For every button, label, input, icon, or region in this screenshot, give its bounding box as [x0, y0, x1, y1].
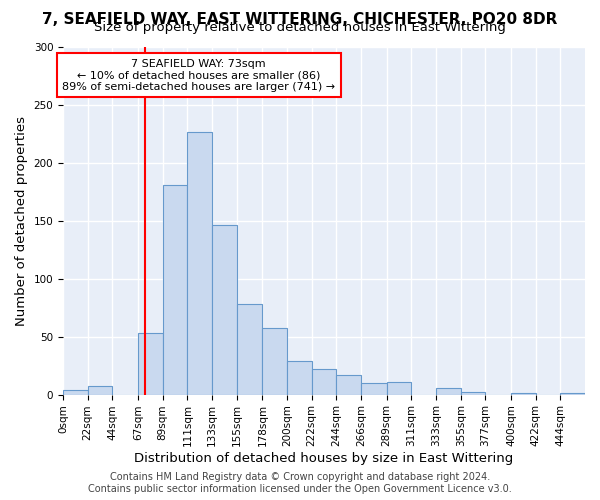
- Bar: [287, 361, 311, 394]
- Bar: [361, 383, 387, 394]
- Text: Size of property relative to detached houses in East Wittering: Size of property relative to detached ho…: [94, 22, 506, 35]
- Bar: [387, 382, 412, 394]
- Text: 7 SEAFIELD WAY: 73sqm
← 10% of detached houses are smaller (86)
89% of semi-deta: 7 SEAFIELD WAY: 73sqm ← 10% of detached …: [62, 58, 335, 92]
- Bar: [436, 388, 461, 394]
- Y-axis label: Number of detached properties: Number of detached properties: [15, 116, 28, 326]
- Bar: [163, 184, 187, 394]
- Text: 7, SEAFIELD WAY, EAST WITTERING, CHICHESTER, PO20 8DR: 7, SEAFIELD WAY, EAST WITTERING, CHICHES…: [43, 12, 557, 26]
- Text: Contains HM Land Registry data © Crown copyright and database right 2024.
Contai: Contains HM Land Registry data © Crown c…: [88, 472, 512, 494]
- Bar: [138, 333, 163, 394]
- Bar: [262, 328, 287, 394]
- Bar: [88, 386, 112, 394]
- Bar: [63, 390, 88, 394]
- Bar: [236, 304, 262, 394]
- Bar: [337, 375, 361, 394]
- X-axis label: Distribution of detached houses by size in East Wittering: Distribution of detached houses by size …: [134, 452, 514, 465]
- Bar: [212, 225, 236, 394]
- Bar: [187, 132, 212, 394]
- Bar: [311, 369, 337, 394]
- Bar: [461, 392, 485, 394]
